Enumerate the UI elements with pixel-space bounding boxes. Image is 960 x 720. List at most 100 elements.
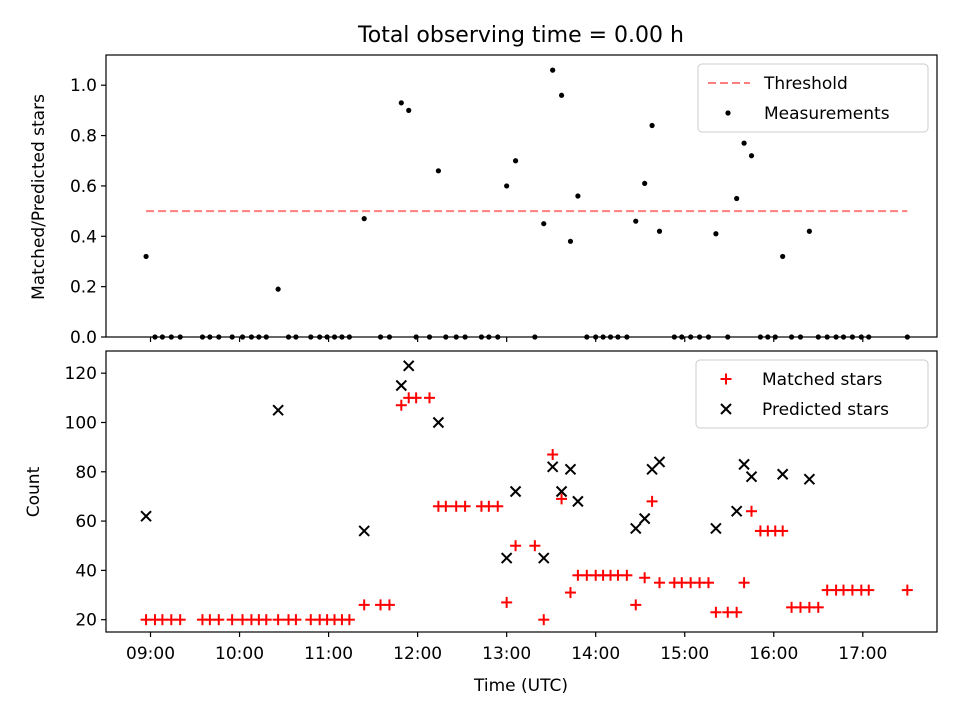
top-subplot: 0.0 0.2 0.4 0.6 0.8 1.0 Threshold Measurements: [70, 54, 938, 348]
measurement-point: [713, 231, 719, 237]
matched-star-point: [777, 525, 789, 537]
matched-star-point: [731, 606, 743, 618]
predicted-star-point: [538, 552, 550, 564]
bottom-y-tick-label: 60: [75, 512, 97, 532]
predicted-star-point: [776, 468, 789, 480]
measurement-point: [806, 228, 812, 234]
top-axes-frame: [105, 54, 938, 338]
measurement-point: [656, 228, 663, 234]
bottom-legend: Matched stars Predicted stars: [695, 359, 929, 429]
x-tick-label: 11:00: [304, 644, 353, 664]
top-y-tick-label: 1.0: [70, 76, 97, 96]
x-tick-label: 14:00: [571, 644, 620, 664]
x-tick-label: 09:00: [126, 644, 175, 664]
legend-label: Measurements: [764, 104, 890, 124]
bottom-axes-frame: [105, 350, 938, 633]
measurement-point: [143, 253, 149, 260]
predicted-star-point: [564, 463, 577, 476]
bottom-series-matched-stars: [140, 392, 913, 626]
matched-star-point: [260, 614, 272, 626]
x-tick-label: 17:00: [838, 644, 887, 664]
matched-star-point: [226, 614, 238, 626]
measurement-point: [567, 238, 574, 244]
top-y-tick-label: 0.8: [70, 127, 97, 147]
measurement-point: [275, 286, 281, 292]
predicted-star-point: [555, 485, 568, 498]
measurement-point: [435, 168, 441, 174]
matched-star-point: [812, 601, 824, 613]
matched-star-point: [213, 614, 225, 626]
predicted-star-point: [403, 360, 415, 372]
predicted-star-point: [395, 379, 408, 392]
measurement-point: [541, 221, 547, 227]
matched-star-point: [646, 495, 658, 507]
matched-star-point: [410, 392, 422, 404]
matched-star-point: [621, 569, 633, 581]
x-axis-title: Time (UTC): [473, 676, 568, 696]
legend-x-swatch: [720, 403, 732, 415]
bottom-subplot: 20 40 60 80 100 120 09:00 10:00 11:00 12:00 13:00 1…: [65, 350, 938, 664]
top-y-axis-title: Matched/Predicted stars: [29, 94, 49, 300]
top-y-tick-label: 0.4: [70, 227, 97, 247]
top-legend: Threshold Measurements: [697, 63, 929, 133]
matched-star-point: [710, 606, 722, 618]
matched-star-point: [529, 540, 541, 552]
measurement-point: [504, 183, 510, 189]
matched-star-point: [343, 614, 355, 626]
measurement-point: [512, 158, 519, 164]
top-y-tick-label: 0.2: [70, 278, 97, 298]
x-tick-label: 13:00: [482, 644, 531, 664]
matched-star-point: [863, 584, 875, 596]
legend-label: Predicted stars: [762, 400, 889, 420]
predicted-star-point: [745, 471, 758, 483]
legend-label: Matched stars: [762, 370, 882, 390]
predicted-star-point: [630, 522, 642, 535]
bottom-y-tick-label: 40: [75, 561, 97, 581]
matched-star-point: [272, 614, 284, 626]
predicted-star-point: [140, 510, 152, 522]
measurement-point: [780, 253, 786, 260]
matched-star-point: [564, 587, 576, 599]
matched-star-point: [501, 596, 513, 608]
matched-star-point: [547, 449, 559, 461]
top-y-tick-label: 0.6: [70, 177, 97, 197]
predicted-star-point: [730, 505, 743, 517]
predicted-star-point: [509, 485, 522, 498]
measurement-point: [734, 195, 740, 202]
predicted-star-point: [803, 473, 816, 485]
matched-star-point: [440, 500, 452, 512]
matched-star-point: [901, 584, 913, 596]
top-y-tick-label: 0.0: [70, 328, 97, 348]
measurement-point: [361, 216, 367, 222]
x-tick-label: 16:00: [749, 644, 798, 664]
predicted-star-point: [272, 404, 284, 416]
predicted-star-point: [653, 456, 666, 468]
bottom-y-axis-title: Count: [24, 466, 44, 517]
matched-star-point: [395, 399, 407, 411]
legend-entry: Measurements: [725, 104, 890, 124]
measurement-point: [575, 193, 581, 199]
chart-title: Total observing time = 0.00 h: [357, 23, 684, 48]
legend-dot-swatch: [725, 110, 731, 116]
predicted-star-point: [500, 552, 513, 564]
matched-star-point: [654, 577, 666, 589]
measurement-point: [748, 153, 755, 159]
measurement-point: [642, 180, 648, 187]
predicted-star-point: [710, 522, 722, 535]
matched-star-point: [510, 540, 522, 552]
legend-entry: Threshold: [708, 74, 848, 94]
bottom-series-predicted-stars: [140, 360, 816, 564]
matched-star-point: [639, 572, 651, 584]
predicted-star-point: [638, 512, 651, 525]
predicted-star-point: [546, 461, 559, 473]
matched-star-point: [538, 614, 550, 626]
measurement-point: [558, 92, 565, 98]
matched-star-point: [423, 392, 435, 404]
bottom-y-tick-label: 120: [65, 364, 97, 384]
matched-star-point: [290, 614, 302, 626]
matched-star-point: [492, 500, 504, 512]
matched-star-point: [174, 614, 186, 626]
x-tick-label: 12:00: [393, 644, 442, 664]
matched-star-point: [630, 599, 642, 611]
